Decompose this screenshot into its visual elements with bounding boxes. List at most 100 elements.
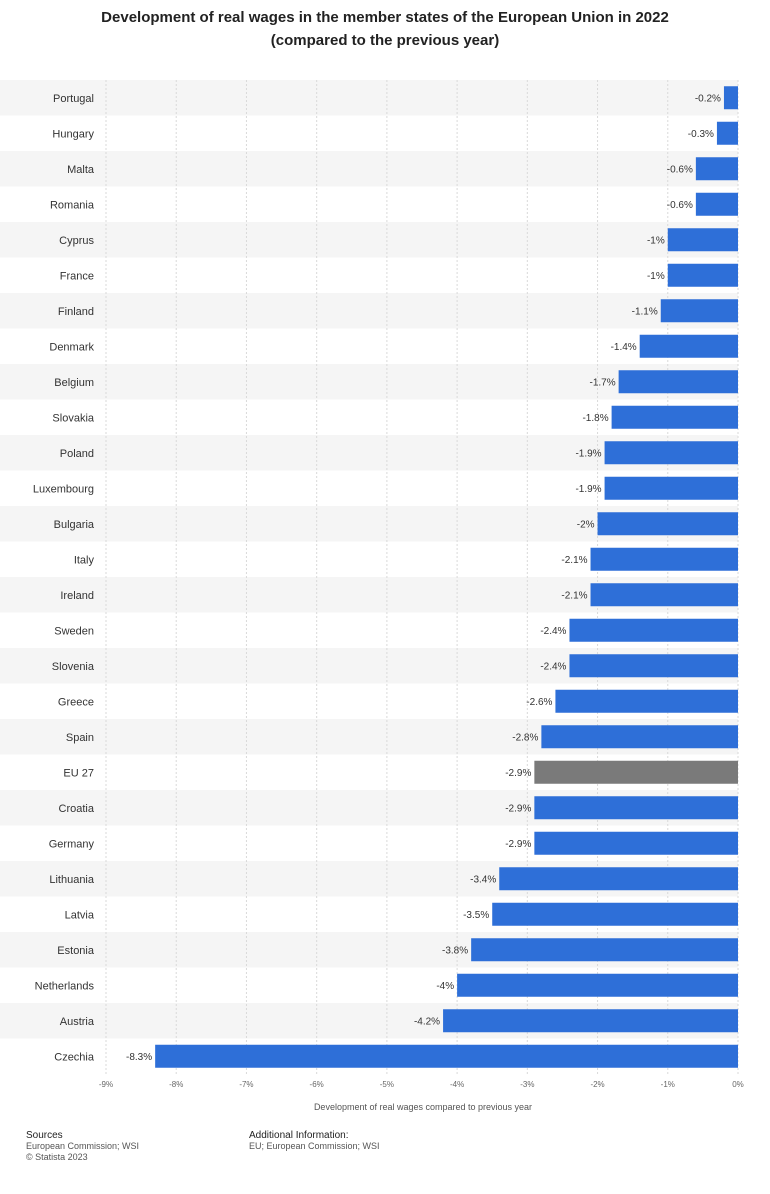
data-label: -2% <box>577 519 595 530</box>
bar <box>534 831 738 855</box>
bar <box>590 547 738 571</box>
category-label: Poland <box>60 448 94 460</box>
category-label: Slovakia <box>52 412 94 424</box>
category-label: Portugal <box>53 93 94 105</box>
bar <box>534 760 738 784</box>
chart-title-line2: (compared to the previous year) <box>270 32 500 49</box>
data-label: -0.3% <box>688 129 714 140</box>
x-tick-label: -4% <box>450 1080 464 1089</box>
bar <box>660 299 738 323</box>
sources-line2: © Statista 2023 <box>26 1152 88 1162</box>
additional-info-line1: EU; European Commission; WSI <box>249 1141 380 1151</box>
category-label: Spain <box>66 732 94 744</box>
data-label: -1.9% <box>575 448 601 459</box>
bar <box>155 1044 739 1068</box>
data-label: -1.8% <box>582 413 608 424</box>
x-tick-label: -7% <box>239 1080 253 1089</box>
row-band <box>0 364 738 400</box>
x-tick-label: -1% <box>661 1080 675 1089</box>
sources-line1: European Commission; WSI <box>26 1141 140 1151</box>
chart-title-line1: Development of real wages in the member … <box>101 9 669 26</box>
x-axis-label: Development of real wages compared to pr… <box>314 1102 532 1112</box>
bar <box>471 938 738 962</box>
data-label: -3.4% <box>470 874 496 885</box>
data-label: -2.9% <box>505 768 531 779</box>
data-label: -2.1% <box>561 555 587 566</box>
bar <box>716 121 738 145</box>
row-band <box>0 222 738 258</box>
x-tick-label: -9% <box>99 1080 113 1089</box>
x-tick-labels: -9% -8% -7% -6% -5% -4% -3% -2% -1% 0% <box>99 1080 744 1089</box>
data-label: -0.2% <box>695 93 721 104</box>
sources-label: Sources <box>26 1130 63 1141</box>
x-tick-label: -5% <box>380 1080 394 1089</box>
bar <box>492 902 738 926</box>
sources-block: Sources European Commission; WSI © Stati… <box>26 1130 139 1163</box>
data-label: -0.6% <box>667 200 693 211</box>
category-label: Bulgaria <box>54 519 95 531</box>
bar <box>457 973 738 997</box>
category-label: Ireland <box>60 590 94 602</box>
category-label: France <box>60 270 94 282</box>
category-label: Sweden <box>54 625 94 637</box>
category-label: Estonia <box>57 945 95 957</box>
bar <box>534 796 738 820</box>
data-label: -3.8% <box>442 945 468 956</box>
bar <box>499 867 738 891</box>
data-label: -1.1% <box>632 306 658 317</box>
bar <box>695 192 738 216</box>
row-band <box>0 151 738 187</box>
chart-title: Development of real wages in the member … <box>0 6 770 52</box>
bar <box>667 228 738 252</box>
data-label: -2.8% <box>512 732 538 743</box>
bar <box>555 689 738 713</box>
bar <box>611 405 738 429</box>
bar <box>723 86 738 110</box>
x-tick-label: -8% <box>169 1080 183 1089</box>
data-label: -2.1% <box>561 590 587 601</box>
bar <box>443 1009 738 1033</box>
category-label: Croatia <box>59 803 95 815</box>
data-label: -2.9% <box>505 839 531 850</box>
x-tick-label: -6% <box>310 1080 324 1089</box>
additional-info-block: Additional Information: EU; European Com… <box>249 1130 380 1152</box>
category-label: Hungary <box>52 128 94 140</box>
category-label: Germany <box>49 838 95 850</box>
bar <box>604 476 738 500</box>
bar <box>590 583 738 607</box>
x-tick-label: -2% <box>590 1080 604 1089</box>
bar <box>695 157 738 181</box>
bar <box>541 725 738 749</box>
data-label: -2.4% <box>540 661 566 672</box>
category-label: Netherlands <box>35 980 95 992</box>
data-label: -0.6% <box>667 164 693 175</box>
category-label: EU 27 <box>63 767 94 779</box>
data-label: -2.4% <box>540 626 566 637</box>
category-label: Belgium <box>54 377 94 389</box>
x-tick-label: 0% <box>732 1080 744 1089</box>
additional-info-label: Additional Information: <box>249 1130 349 1141</box>
category-labels: Portugal Hungary Malta Romania Cyprus France F… <box>33 93 95 1064</box>
category-label: Austria <box>60 1016 95 1028</box>
row-band <box>0 80 738 116</box>
bar <box>604 441 738 465</box>
data-label: -2.9% <box>505 803 531 814</box>
data-label: -4.2% <box>414 1016 440 1027</box>
bar <box>597 512 738 536</box>
bar <box>639 334 738 358</box>
category-label: Italy <box>74 554 95 566</box>
data-label: -1.4% <box>611 342 637 353</box>
data-label: -1% <box>647 271 665 282</box>
bar <box>569 618 738 642</box>
category-label: Malta <box>67 164 95 176</box>
category-label: Cyprus <box>59 235 94 247</box>
category-label: Finland <box>58 306 94 318</box>
data-label: -1% <box>647 235 665 246</box>
category-label: Romania <box>50 199 95 211</box>
x-tick-label: -3% <box>520 1080 534 1089</box>
data-label: -3.5% <box>463 910 489 921</box>
category-label: Greece <box>58 696 94 708</box>
bar <box>618 370 738 394</box>
bars <box>155 86 739 1068</box>
